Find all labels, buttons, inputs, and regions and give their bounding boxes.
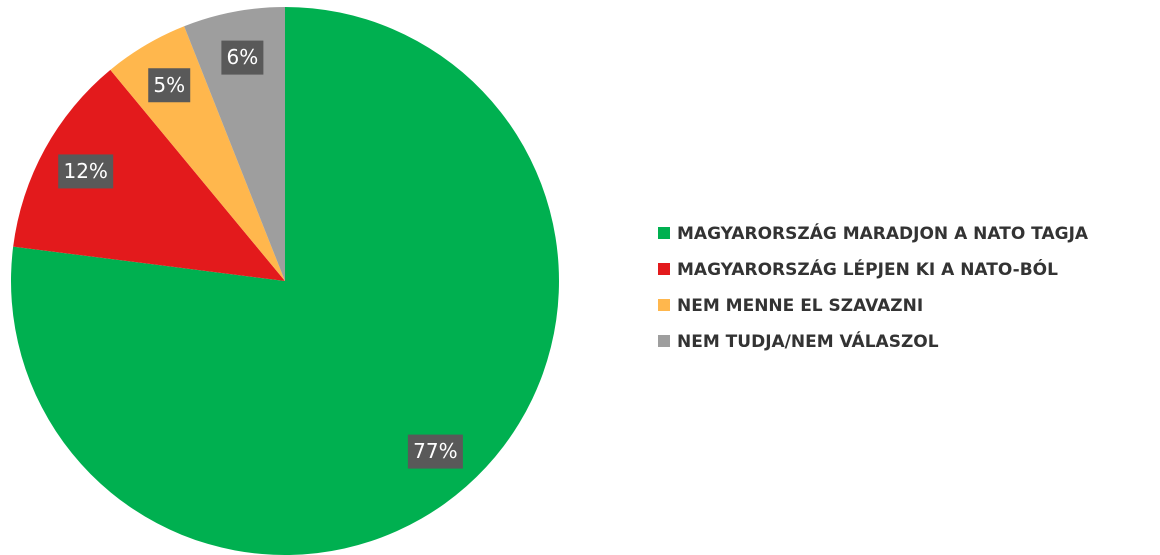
- value-label: 5%: [153, 73, 185, 97]
- legend-swatch: [658, 227, 670, 239]
- value-label-box: [407, 434, 463, 469]
- legend-label: NEM MENNE EL SZAVAZNI: [677, 296, 923, 316]
- value-label: 77%: [413, 439, 457, 463]
- value-label: 6%: [227, 45, 259, 69]
- legend-swatch: [658, 335, 670, 347]
- legend-label: MAGYARORSZÁG LÉPJEN KI A NATO-BÓL: [677, 258, 1058, 280]
- value-label-box: [148, 68, 191, 103]
- pie-slice: [13, 69, 285, 282]
- legend-swatch: [658, 299, 670, 311]
- pie-slice: [184, 6, 285, 281]
- legend-label: NEM TUDJA/NEM VÁLASZOL: [677, 330, 939, 352]
- legend-swatch: [658, 263, 670, 275]
- legend-label: MAGYARORSZÁG MARADJON A NATO TAGJA: [677, 222, 1089, 244]
- value-label-box: [221, 40, 264, 75]
- pie-slice: [11, 7, 559, 555]
- value-label: 12%: [63, 159, 107, 183]
- value-label-box: [58, 154, 114, 189]
